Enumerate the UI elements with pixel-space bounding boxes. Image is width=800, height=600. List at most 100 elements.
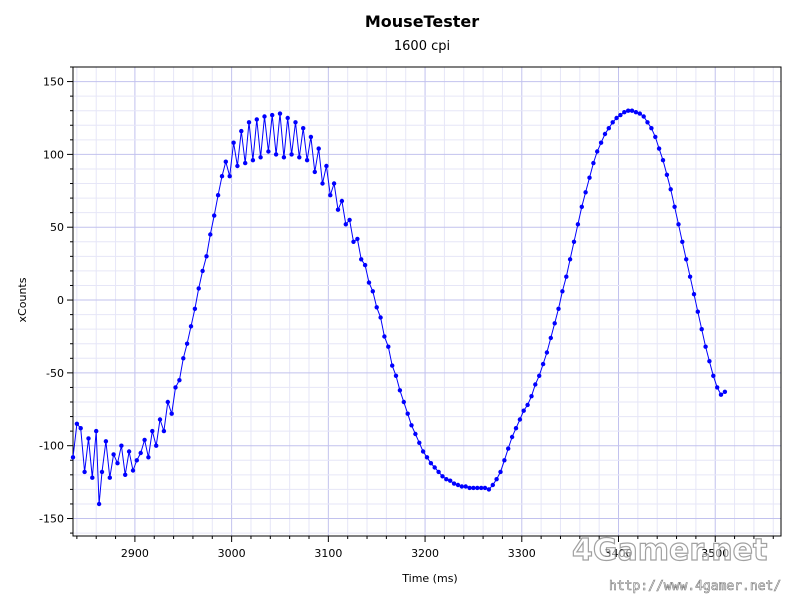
data-point: [463, 484, 468, 489]
data-point: [169, 411, 174, 416]
data-point: [99, 469, 105, 475]
data-point: [502, 458, 507, 463]
y-tick-label: -50: [46, 367, 64, 380]
data-point: [246, 120, 252, 125]
data-point: [227, 174, 232, 179]
data-point: [633, 110, 639, 115]
axis-ticks: 2900 3000 3100 3200 3300 3400 3500 -150 -100 -50 0…: [39, 66, 774, 560]
data-point: [498, 469, 503, 475]
data-point: [691, 292, 697, 297]
data-point: [637, 111, 642, 116]
data-point: [567, 257, 573, 262]
data-point: [374, 305, 379, 310]
data-point: [444, 477, 449, 482]
data-point: [154, 443, 159, 448]
plot-area-frame: [72, 66, 782, 537]
data-point: [571, 239, 577, 244]
data-point: [606, 126, 611, 131]
data-point: [126, 449, 132, 454]
data-point: [293, 120, 298, 125]
grid-lines: [73, 66, 781, 536]
data-point: [451, 481, 457, 486]
data-point: [262, 114, 267, 119]
data-point: [215, 193, 221, 198]
data-point: [653, 134, 658, 140]
data-point: [533, 382, 538, 387]
data-point: [467, 485, 472, 491]
data-point: [509, 434, 515, 440]
data-point: [208, 232, 213, 237]
data-point: [243, 160, 248, 166]
data-point: [312, 169, 317, 175]
data-point: [417, 440, 422, 445]
data-point: [277, 111, 283, 116]
data-point: [173, 385, 178, 390]
data-point: [266, 149, 271, 154]
data-point: [386, 344, 391, 349]
data-point: [564, 274, 569, 279]
x-tick-label: 2900: [121, 547, 149, 560]
data-point: [192, 306, 198, 311]
x-axis-label: Time (ms): [401, 572, 457, 585]
x-tick-label: 3200: [411, 547, 439, 560]
data-point: [645, 120, 650, 125]
data-point: [660, 158, 666, 163]
data-point: [610, 120, 615, 125]
data-point: [687, 274, 693, 279]
data-point: [440, 474, 445, 479]
data-point: [455, 482, 461, 488]
data-point: [258, 155, 263, 160]
data-point: [347, 217, 352, 223]
data-point: [70, 455, 76, 460]
data-point: [506, 446, 511, 451]
data-point: [316, 146, 321, 151]
data-point: [351, 239, 356, 244]
series-line: [72, 110, 726, 505]
data-point: [335, 207, 341, 212]
data-point: [239, 128, 244, 134]
data-point: [181, 356, 186, 361]
data-point: [196, 286, 201, 291]
data-point: [123, 472, 128, 477]
data-point: [428, 461, 434, 466]
data-point: [86, 436, 91, 441]
x-tick-label: 3100: [314, 547, 342, 560]
data-point: [552, 321, 557, 326]
data-point: [680, 239, 685, 244]
data-point: [301, 126, 306, 131]
data-point: [699, 327, 704, 332]
data-point: [297, 155, 302, 160]
data-point: [82, 469, 87, 475]
data-point: [676, 222, 681, 227]
data-point: [529, 394, 534, 399]
data-point: [320, 181, 325, 186]
data-point: [525, 402, 530, 408]
data-point: [165, 399, 170, 405]
watermark-logo: 4Gamer.net http://www.4gamer.net/: [571, 532, 781, 594]
x-tick-label: 3000: [218, 547, 246, 560]
data-point: [626, 108, 631, 113]
data-point: [324, 163, 329, 169]
data-point: [413, 431, 418, 437]
data-point: [150, 428, 155, 434]
data-point: [204, 254, 209, 259]
data-point: [641, 114, 646, 119]
watermark-url: http://www.4gamer.net/: [609, 579, 781, 594]
data-point: [343, 222, 348, 227]
data-point: [212, 213, 217, 218]
data-point: [188, 324, 194, 329]
data-point: [362, 262, 368, 268]
data-point: [119, 443, 124, 448]
data-point: [177, 378, 182, 383]
data-point: [273, 152, 279, 157]
data-point: [370, 289, 375, 294]
data-point: [74, 421, 80, 426]
data-point: [490, 482, 495, 488]
data-point: [308, 134, 314, 140]
data-point: [130, 468, 136, 473]
data-point: [618, 112, 623, 118]
data-series: [70, 108, 728, 507]
data-point: [107, 475, 113, 480]
data-point: [90, 475, 95, 480]
